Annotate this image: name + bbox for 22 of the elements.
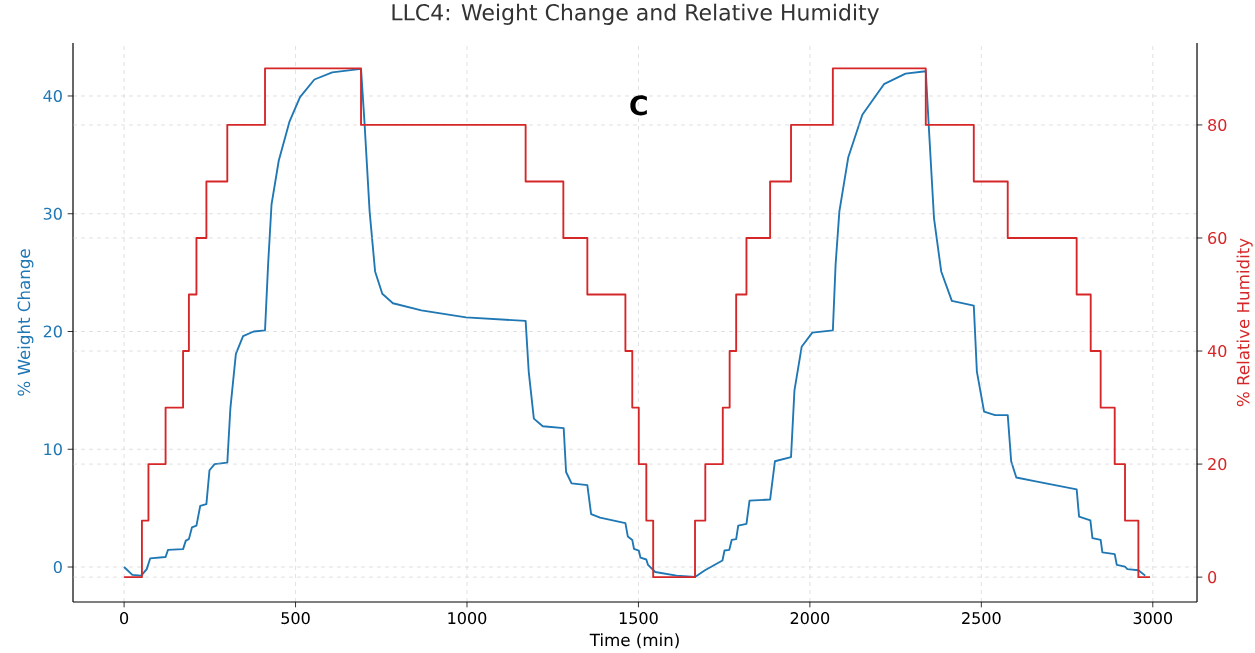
annotation: C [630,95,647,116]
x-tick-label: 3000 [1133,612,1173,625]
y2-tick-label: 60 [1208,231,1227,245]
y-tick-label: 30 [43,207,62,220]
y2-tick-label: 80 [1208,118,1227,131]
y2-axis-title: % Relative Humidity [1236,238,1253,407]
y-tick-label: 0 [53,560,62,574]
y2-tick-label: 40 [1207,344,1227,358]
x-tick-label: 0 [120,612,129,625]
chart-title: LLC4: Weight Change and Relative Humidity [392,3,880,25]
x-tick-label: 2000 [790,612,830,625]
y-tick-label: 40 [43,89,62,103]
x-tick-label: 1500 [619,612,658,625]
x-axis-title: Time (min) [589,633,679,649]
x-tick-label: 2500 [962,612,1001,625]
x-tick-label: 1000 [448,612,487,625]
y-tick-label: 10 [44,443,62,456]
y-axis-title: % Weight Change [17,249,34,396]
y2-tick-label: 20 [1208,458,1227,471]
x-tick-label: 500 [281,612,310,625]
y-tick-label: 20 [43,325,62,338]
y2-tick-label: 0 [1208,571,1217,584]
